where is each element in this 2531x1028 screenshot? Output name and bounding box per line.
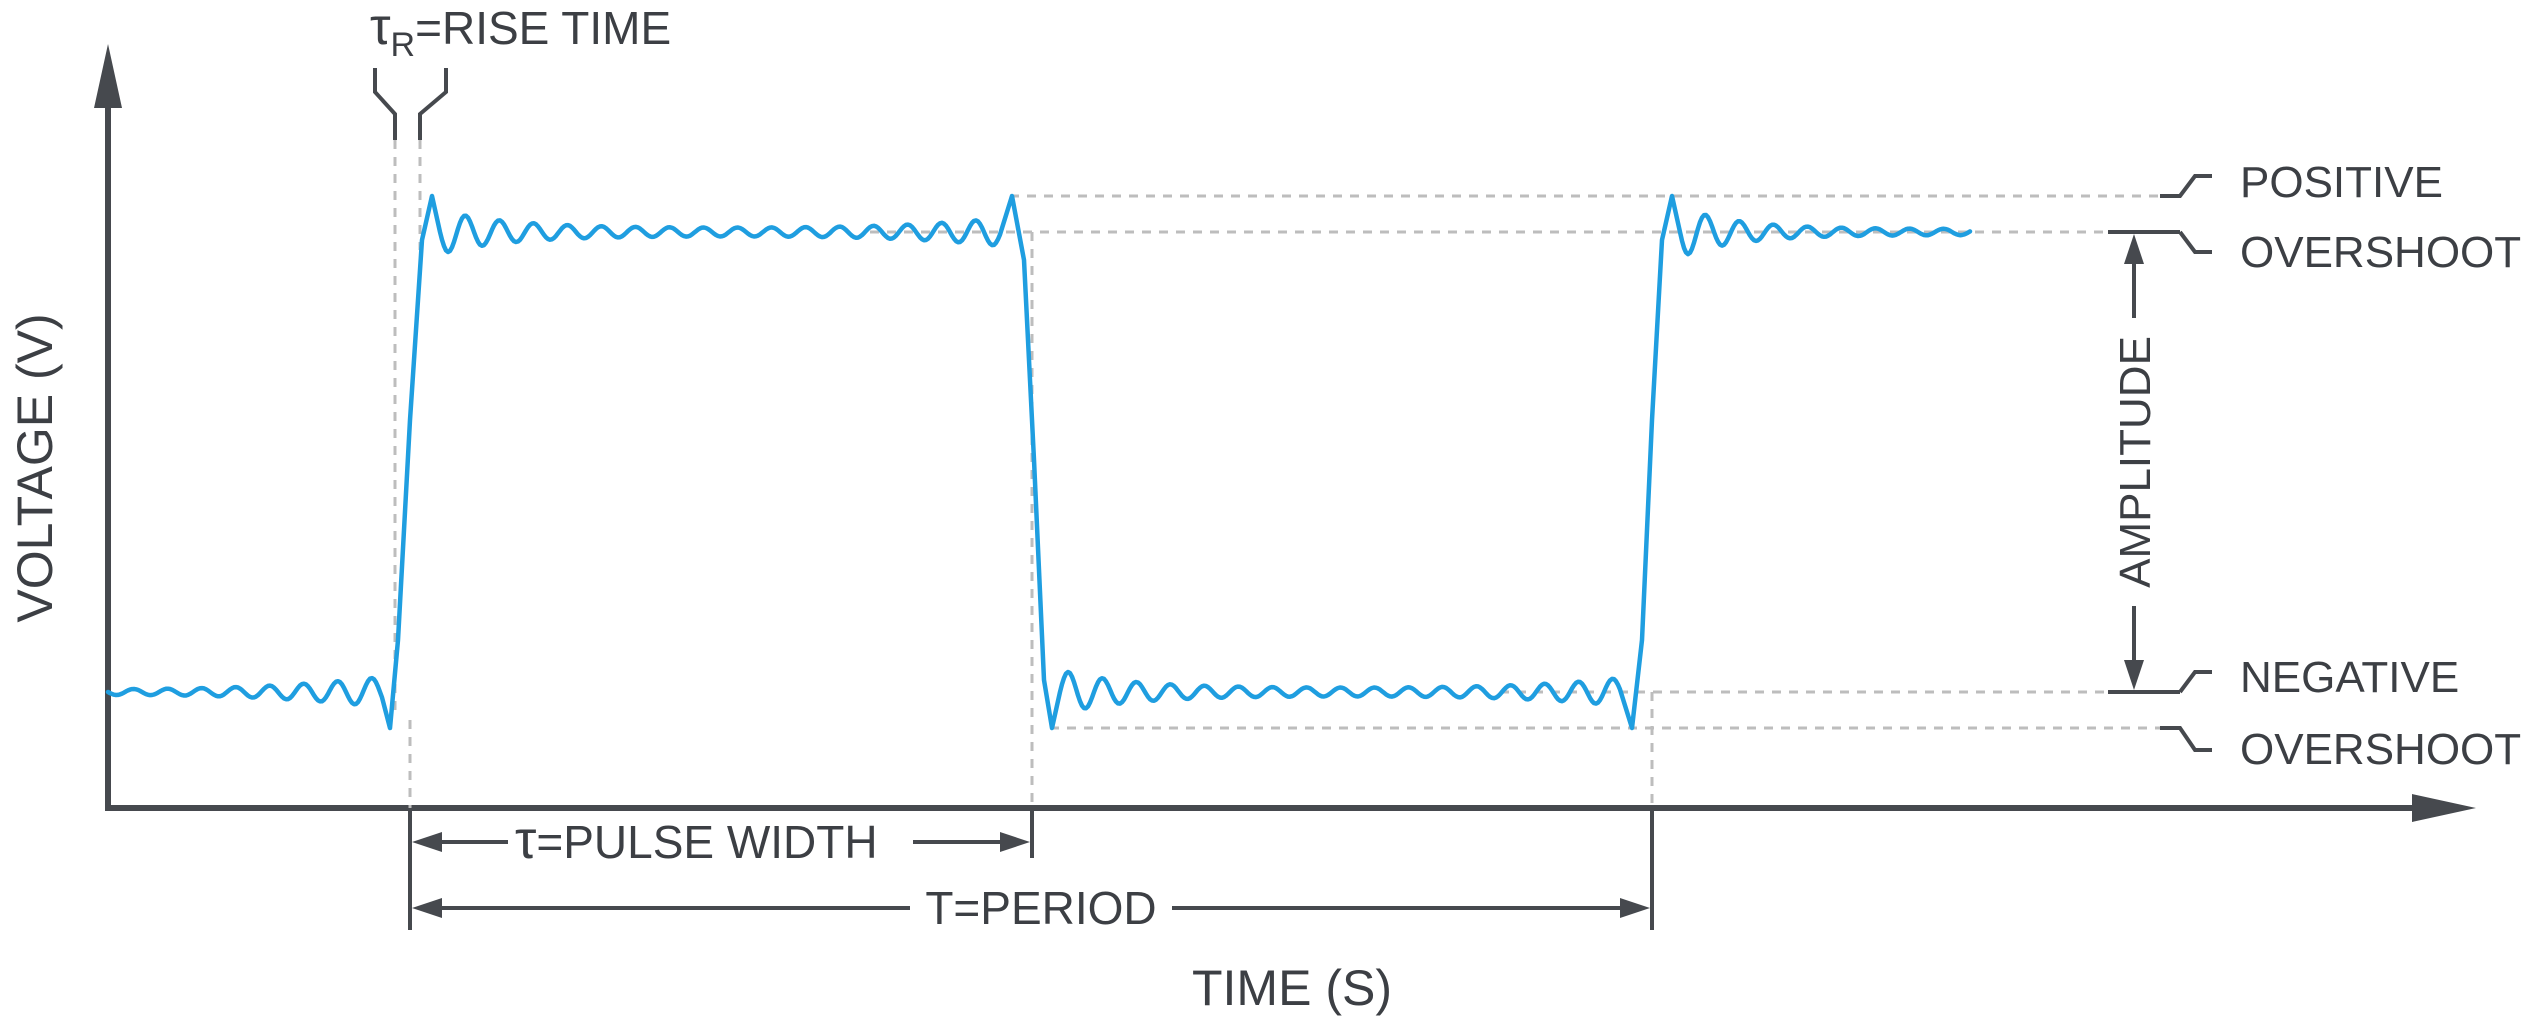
amplitude-arrow-up (2124, 234, 2144, 264)
negative-overshoot-marker (2160, 670, 2212, 752)
period-dimension (412, 808, 1654, 930)
pulse-width-dimension (408, 810, 1034, 930)
rise-bracket-left (373, 68, 397, 140)
signal-waveform (105, 193, 1973, 731)
negative-overshoot-step-bottom (2160, 726, 2212, 752)
pulse-width-arrow-right (1000, 832, 1030, 852)
pulse-width-text: =PULSE WIDTH (536, 816, 877, 868)
rise-time-label: τR=RISE TIME (370, 0, 671, 64)
pulse-width-label: τ=PULSE WIDTH (515, 810, 878, 870)
rise-time-text: =RISE TIME (415, 2, 671, 54)
x-axis-arrowhead (2412, 794, 2476, 822)
pulse-width-symbol: τ (515, 810, 536, 870)
y-axis-label: VOLTAGE (V) (7, 313, 63, 622)
amplitude-arrow-down (2124, 660, 2144, 690)
rise-time-bracket (373, 68, 448, 140)
rise-time-subscript: R (391, 26, 416, 64)
negative-overshoot-line1: NEGATIVE (2240, 653, 2459, 702)
axes (94, 44, 2476, 822)
guide-lines (393, 140, 2160, 808)
period-arrow-right (1620, 898, 1650, 918)
positive-overshoot-step-top (2160, 174, 2212, 198)
y-axis-arrowhead (94, 44, 122, 108)
negative-overshoot-line2: OVERSHOOT (2240, 725, 2521, 774)
amplitude-dimension (2108, 230, 2180, 694)
rise-bracket-right (418, 68, 448, 140)
positive-overshoot-marker (2160, 174, 2212, 254)
amplitude-label: AMPLITUDE (2111, 336, 2160, 588)
pulse-width-arrow-left (412, 832, 442, 852)
rise-time-symbol: τ (370, 0, 391, 56)
x-axis-label: TIME (S) (1192, 960, 1392, 1016)
period-arrow-left (412, 898, 442, 918)
negative-overshoot-step-top (2178, 670, 2212, 694)
period-label: T=PERIOD (925, 882, 1156, 934)
positive-overshoot-step-bottom (2178, 230, 2212, 254)
positive-overshoot-line2: OVERSHOOT (2240, 228, 2521, 277)
positive-overshoot-line1: POSITIVE (2240, 158, 2443, 207)
